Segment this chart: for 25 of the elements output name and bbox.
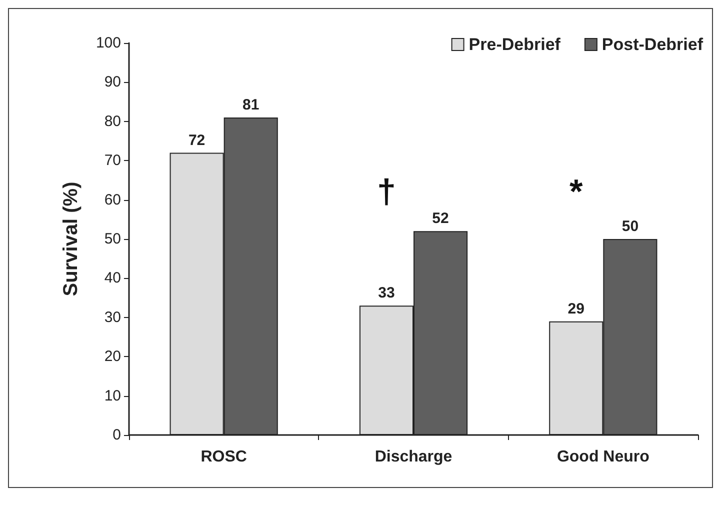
legend-label: Pre-Debrief bbox=[468, 35, 561, 54]
annotation: † bbox=[377, 172, 396, 211]
x-tick-label: ROSC bbox=[200, 448, 248, 466]
y-tick-label: 40 bbox=[104, 270, 121, 287]
data-label: 52 bbox=[432, 210, 449, 228]
y-tick-label: 70 bbox=[104, 152, 121, 170]
data-label: 72 bbox=[188, 132, 206, 149]
y-tick-label: 100 bbox=[96, 34, 121, 52]
y-axis-title: Survival (%) bbox=[60, 182, 82, 296]
legend-label: Post-Debrief bbox=[602, 35, 704, 54]
annotation: * bbox=[570, 172, 584, 211]
x-tick-label: Good Neuro bbox=[556, 448, 650, 466]
y-tick-label: 60 bbox=[104, 191, 121, 208]
data-label: 29 bbox=[568, 300, 584, 318]
y-tick-label: 80 bbox=[104, 112, 121, 130]
x-tick-label: Discharge bbox=[374, 448, 452, 466]
y-tick-label: 90 bbox=[104, 74, 121, 91]
y-tick-label: 30 bbox=[104, 308, 121, 326]
data-label: 81 bbox=[242, 96, 260, 114]
y-tick-label: 20 bbox=[104, 348, 121, 366]
y-tick-label: 0 bbox=[112, 426, 121, 444]
data-label: 33 bbox=[378, 284, 395, 302]
y-tick-label: 10 bbox=[104, 387, 121, 404]
y-tick-label: 50 bbox=[104, 230, 121, 248]
data-label: 50 bbox=[622, 218, 639, 235]
